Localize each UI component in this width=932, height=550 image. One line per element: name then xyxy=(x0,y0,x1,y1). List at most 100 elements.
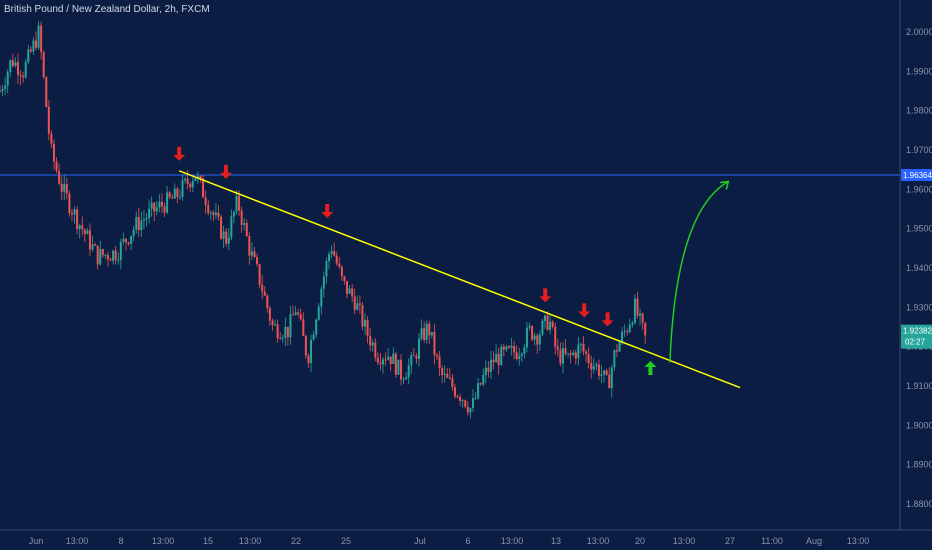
candle-body xyxy=(397,359,400,375)
candle-body xyxy=(402,379,405,381)
candle-body xyxy=(618,342,621,352)
candle-body xyxy=(11,60,14,66)
candle-body xyxy=(40,25,43,53)
x-tick-label: Jun xyxy=(29,536,44,546)
candle-body xyxy=(456,396,459,398)
candle-body xyxy=(459,396,462,401)
candle-body xyxy=(536,335,539,345)
candle-body xyxy=(142,219,145,221)
candle-body xyxy=(220,216,223,239)
candle-body xyxy=(492,359,495,363)
candle-body xyxy=(207,205,210,213)
candle-body xyxy=(68,193,71,214)
candle-body xyxy=(55,161,58,171)
candle-body xyxy=(312,334,315,340)
candle-body xyxy=(392,353,395,364)
candle-body xyxy=(127,242,130,244)
candle-body xyxy=(315,319,318,335)
candle-body xyxy=(202,178,205,198)
candle-body xyxy=(191,180,194,188)
candle-body xyxy=(109,259,112,261)
candle-body xyxy=(189,183,192,188)
candle-body xyxy=(443,373,446,376)
candle-body xyxy=(289,314,292,338)
candle-body xyxy=(27,49,30,63)
candle-body xyxy=(420,328,423,339)
candle-body xyxy=(538,334,541,345)
candle-body xyxy=(45,76,48,107)
candle-body xyxy=(608,374,611,389)
candle-body xyxy=(415,356,418,359)
candle-body xyxy=(333,251,336,256)
candle-body xyxy=(515,352,518,360)
candle-body xyxy=(163,206,166,213)
candle-body xyxy=(497,353,500,366)
x-tick-label: 11:00 xyxy=(761,536,783,546)
candle-body xyxy=(461,400,464,402)
candle-body xyxy=(58,170,61,184)
candle-body xyxy=(83,229,86,235)
candle-body xyxy=(325,261,328,277)
candle-body xyxy=(546,315,549,330)
last-price-tag xyxy=(901,324,932,349)
candle-body xyxy=(605,370,608,375)
resistance-down-arrow-icon xyxy=(321,204,334,219)
candle-body xyxy=(230,216,233,238)
candle-body xyxy=(613,350,616,368)
candle-body xyxy=(641,313,644,323)
breakout-up-arrow-icon xyxy=(644,360,657,375)
candle-body xyxy=(292,314,295,316)
candle-body xyxy=(204,197,207,206)
candle-body xyxy=(417,338,420,359)
candle-body xyxy=(400,359,403,380)
candle-body xyxy=(302,319,305,336)
candle-body xyxy=(186,178,189,184)
candle-body xyxy=(194,178,197,181)
candle-body xyxy=(569,353,572,355)
candle-body xyxy=(541,320,544,335)
candle-body xyxy=(238,195,241,211)
candle-body xyxy=(253,251,256,257)
candle-body xyxy=(464,400,467,407)
candle-body xyxy=(286,326,289,338)
candle-body xyxy=(500,346,503,366)
candle-body xyxy=(171,197,174,199)
candle-body xyxy=(585,351,588,355)
y-tick-label: 1.91000 xyxy=(906,381,932,391)
candle-body xyxy=(166,192,169,213)
candle-body xyxy=(410,355,413,366)
candle-body xyxy=(453,387,456,397)
candle-body xyxy=(117,259,120,261)
candle-body xyxy=(577,344,580,359)
candle-body xyxy=(279,338,282,340)
candle-body xyxy=(217,212,220,217)
x-tick-label: 13:00 xyxy=(501,536,524,546)
candle-body xyxy=(600,374,603,376)
chart-title: British Pound / New Zealand Dollar, 2h, … xyxy=(4,4,210,15)
candle-body xyxy=(487,367,490,372)
candle-body xyxy=(597,364,600,376)
candle-body xyxy=(307,355,310,363)
candle-body xyxy=(99,249,102,265)
candle-body xyxy=(615,350,618,352)
x-tick-label: 25 xyxy=(341,536,351,546)
candle-body xyxy=(559,349,562,364)
candle-body xyxy=(104,254,107,256)
candle-body xyxy=(543,315,546,321)
candle-body xyxy=(495,353,498,363)
candle-body xyxy=(119,241,122,260)
candle-body xyxy=(155,207,158,212)
candle-body xyxy=(168,192,171,198)
candle-body xyxy=(523,347,526,354)
candle-body xyxy=(338,263,341,267)
candle-body xyxy=(122,238,125,242)
projection-curve xyxy=(669,180,729,363)
candle-body xyxy=(407,365,410,378)
candle-body xyxy=(212,212,215,216)
candle-body xyxy=(158,201,161,208)
candle-body xyxy=(140,220,143,231)
candle-body xyxy=(346,280,349,294)
candle-body xyxy=(446,373,449,378)
candle-body xyxy=(387,356,390,360)
